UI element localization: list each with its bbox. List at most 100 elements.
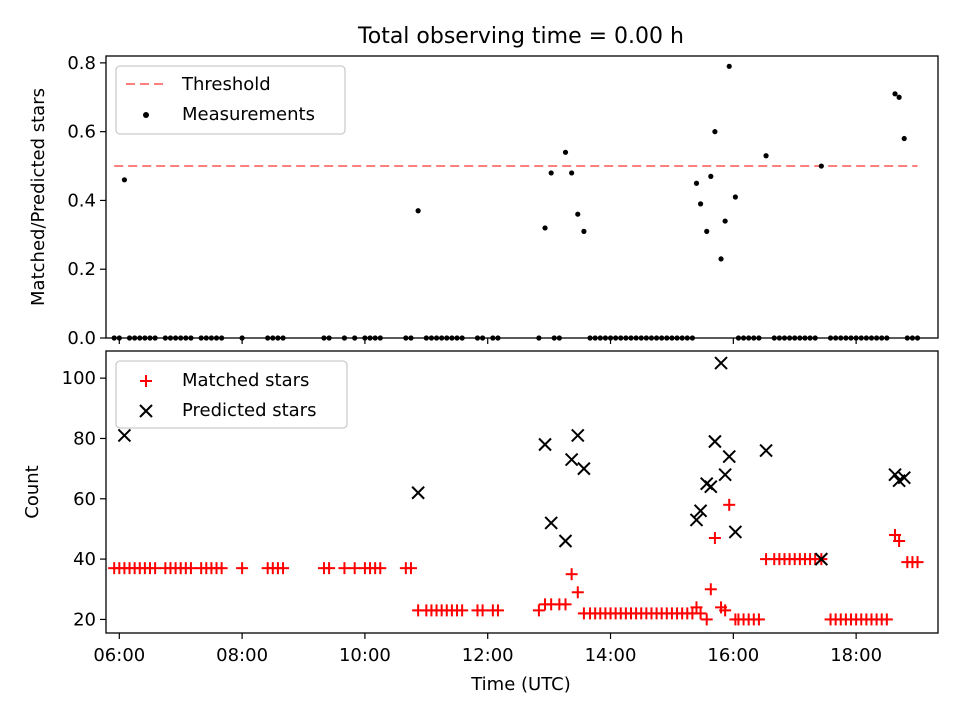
measurement-point [818,163,824,169]
measurement-point [542,225,548,231]
matched-star-marker [338,562,351,575]
ratio-y-ticks: 0.0 0.2 0.4 0.6 0.8 [67,53,106,349]
legend-measurements-label: Measurements [182,104,315,125]
predicted-star-marker [888,467,902,482]
legend-predicted-swatch [139,404,153,418]
matched-star-marker [184,562,197,575]
predicted-star-marker [564,452,579,467]
x-axis-label: Time (UTC) [470,674,571,695]
predicted-star-marker [759,443,773,458]
count-ytick-label: 60 [73,489,96,510]
measurement-point [575,211,581,217]
count-y-ticks: 20 40 60 80 100 [62,368,106,630]
predicted-star-marker [411,486,425,500]
matched-star-marker [532,604,545,617]
count-xtick-label: 06:00 [93,645,145,666]
matched-star-marker [277,562,290,575]
matched-star-marker [374,562,387,575]
matched-star-marker [571,586,584,599]
count-xtick-label: 18:00 [830,645,882,666]
count-panel: Count 20 40 60 80 100 06:00 08:00 10:00 12:00 14… [22,350,939,695]
matched-star-marker [149,562,162,575]
ratio-panel: Matched/Predicted stars 0.00.20.40.60.8 … [28,53,939,349]
ratio-ytick-label: 0.8 [67,53,96,74]
count-xtick-label: 16:00 [707,645,759,666]
measurement-point [121,177,128,183]
ratio-ytick-label: 0.0 [67,328,96,349]
matched-star-marker [700,613,713,626]
count-xtick-label: 12:00 [462,645,514,666]
measurement-point [722,218,728,224]
count-ytick-label: 100 [62,368,96,389]
matched-star-marker [476,604,489,617]
measurement-point [901,135,907,142]
count-legend: Matched stars Predicted stars [115,360,348,429]
matched-star-marker [690,601,703,614]
matched-star-marker [491,604,504,617]
predicted-star-marker [689,513,704,527]
matched-star-marker [893,535,906,548]
measurement-point [726,63,732,69]
ratio-plot-area [105,55,939,339]
predicted-star-marker [544,516,558,530]
legend-matched-swatch [140,375,152,387]
matched-star-marker [577,607,590,620]
legend-predicted-label: Predicted stars [182,400,316,421]
predicted-star-marker [708,434,722,449]
measurement-point [732,194,738,200]
predicted-star-marker [728,525,743,539]
legend-matched-label: Matched stars [182,370,309,391]
count-plot-area [105,350,939,634]
measurement-point [569,170,575,176]
legend-measurements-swatch [143,112,149,118]
predicted-star-marker [693,504,708,518]
ratio-ytick-label: 0.6 [67,122,96,143]
predicted-star-marker [814,552,829,566]
matched-star-marker [404,562,417,575]
measurement-point [562,149,569,155]
legend-threshold-label: Threshold [181,74,271,95]
count-xtick-label: 08:00 [216,645,268,666]
measurement-point [712,129,718,135]
predicted-star-marker [718,467,732,482]
matched-star-marker [559,598,572,611]
count-xtick-label: 14:00 [585,645,637,666]
measurement-point [548,170,554,176]
matched-star-marker [456,604,469,617]
matched-star-marker [723,498,736,511]
measurement-point [763,153,769,159]
measurement-point [708,173,714,179]
predicted-star-marker [722,449,736,464]
count-ytick-label: 20 [73,609,96,630]
matched-star-marker [694,607,707,620]
predicted-star-marker [897,470,911,485]
matched-star-marker [752,613,765,626]
matched-star-marker [215,562,228,575]
measurement-point [581,228,587,234]
matched-star-marker [704,583,717,596]
ratio-ytick-label: 0.2 [67,259,96,280]
predicted-star-markers [117,356,911,566]
count-ylabel: Count [22,465,43,518]
count-x-ticks: 06:00 08:00 10:00 12:00 14:00 16:00 18:00 [93,633,882,666]
measurement-point [718,256,724,262]
matched-star-marker [236,562,249,575]
matched-star-marker [323,562,336,575]
count-ytick-label: 80 [73,428,96,449]
predicted-star-marker [117,428,132,443]
measurement-point [693,180,700,186]
predicted-star-marker [714,356,728,370]
ratio-legend: Threshold Measurements [115,65,346,135]
matched-star-marker [729,613,742,626]
matched-star-marker [565,568,578,581]
matched-star-marker [348,562,361,575]
measurement-point [704,228,710,234]
measurement-point [896,94,902,100]
predicted-star-marker [558,534,573,548]
matched-star-marker [880,613,893,626]
count-xtick-label: 10:00 [339,645,391,666]
measurement-point [415,208,421,214]
ratio-ytick-label: 0.4 [67,190,96,211]
figure-title: Total observing time = 0.00 h [357,24,684,49]
